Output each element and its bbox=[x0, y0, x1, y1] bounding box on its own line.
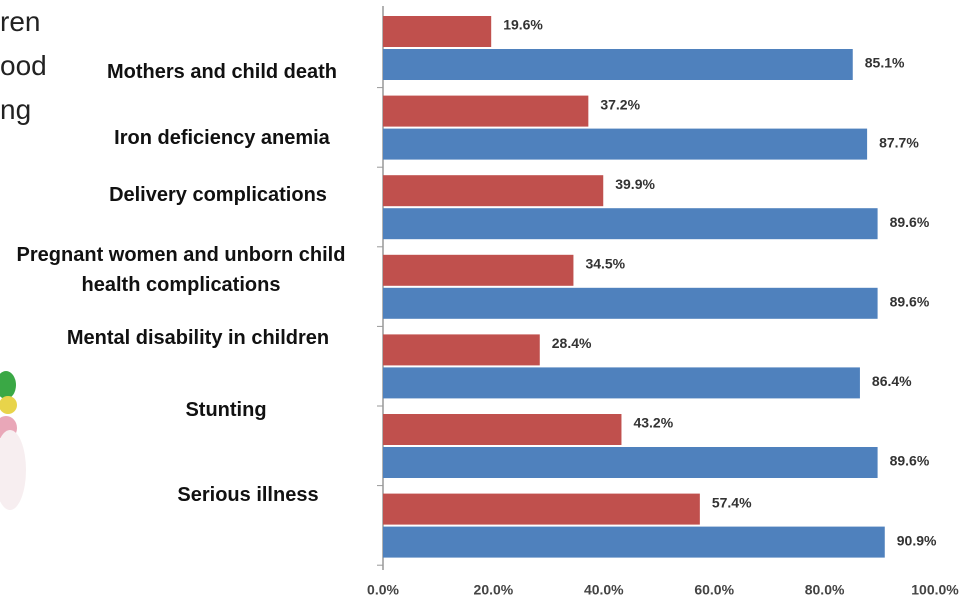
bar bbox=[383, 128, 868, 160]
category-label: Serious illness bbox=[177, 484, 319, 506]
value-label: 39.9% bbox=[615, 176, 655, 192]
x-tick-label: 80.0% bbox=[805, 582, 845, 598]
slide-text-fragment: ng bbox=[0, 94, 32, 125]
bar bbox=[383, 526, 885, 558]
value-label: 89.6% bbox=[890, 294, 930, 310]
x-tick-label: 0.0% bbox=[367, 582, 399, 598]
value-label: 57.4% bbox=[712, 494, 752, 510]
value-label: 90.9% bbox=[897, 532, 937, 548]
x-tick-label: 40.0% bbox=[584, 582, 624, 598]
bar bbox=[383, 175, 604, 207]
bar bbox=[383, 16, 492, 47]
value-label: 87.7% bbox=[879, 134, 919, 150]
category-label: Mental disability in children bbox=[66, 327, 330, 349]
category-label: Mothers and child death bbox=[106, 61, 338, 83]
category-label: Pregnant women and unborn child health c… bbox=[16, 244, 346, 296]
value-label: 28.4% bbox=[552, 335, 592, 351]
bar bbox=[383, 447, 878, 478]
bar bbox=[383, 95, 589, 127]
value-label: 34.5% bbox=[585, 256, 625, 272]
value-label: 86.4% bbox=[872, 373, 912, 389]
bar bbox=[383, 493, 700, 525]
slide-text-fragment: ood bbox=[0, 50, 47, 81]
bar bbox=[383, 414, 622, 445]
value-label: 19.6% bbox=[503, 17, 543, 33]
category-label: Stunting bbox=[185, 399, 267, 421]
x-tick-label: 20.0% bbox=[474, 582, 514, 598]
slide-picture bbox=[0, 371, 26, 510]
x-tick-label: 100.0% bbox=[911, 582, 959, 598]
bar bbox=[383, 208, 878, 240]
value-label: 85.1% bbox=[865, 55, 905, 71]
bar bbox=[383, 254, 574, 286]
slide-text-fragment: ren bbox=[0, 6, 41, 37]
value-label: 89.6% bbox=[890, 453, 930, 469]
x-tick-label: 60.0% bbox=[694, 582, 734, 598]
value-label: 89.6% bbox=[890, 214, 930, 230]
bar bbox=[383, 367, 860, 399]
category-label: Delivery complications bbox=[109, 184, 327, 206]
value-label: 43.2% bbox=[633, 415, 673, 431]
bar bbox=[383, 287, 878, 319]
category-label: Iron deficiency anemia bbox=[114, 127, 330, 149]
bar bbox=[383, 49, 853, 80]
value-label: 37.2% bbox=[600, 96, 640, 112]
bar bbox=[383, 334, 540, 366]
